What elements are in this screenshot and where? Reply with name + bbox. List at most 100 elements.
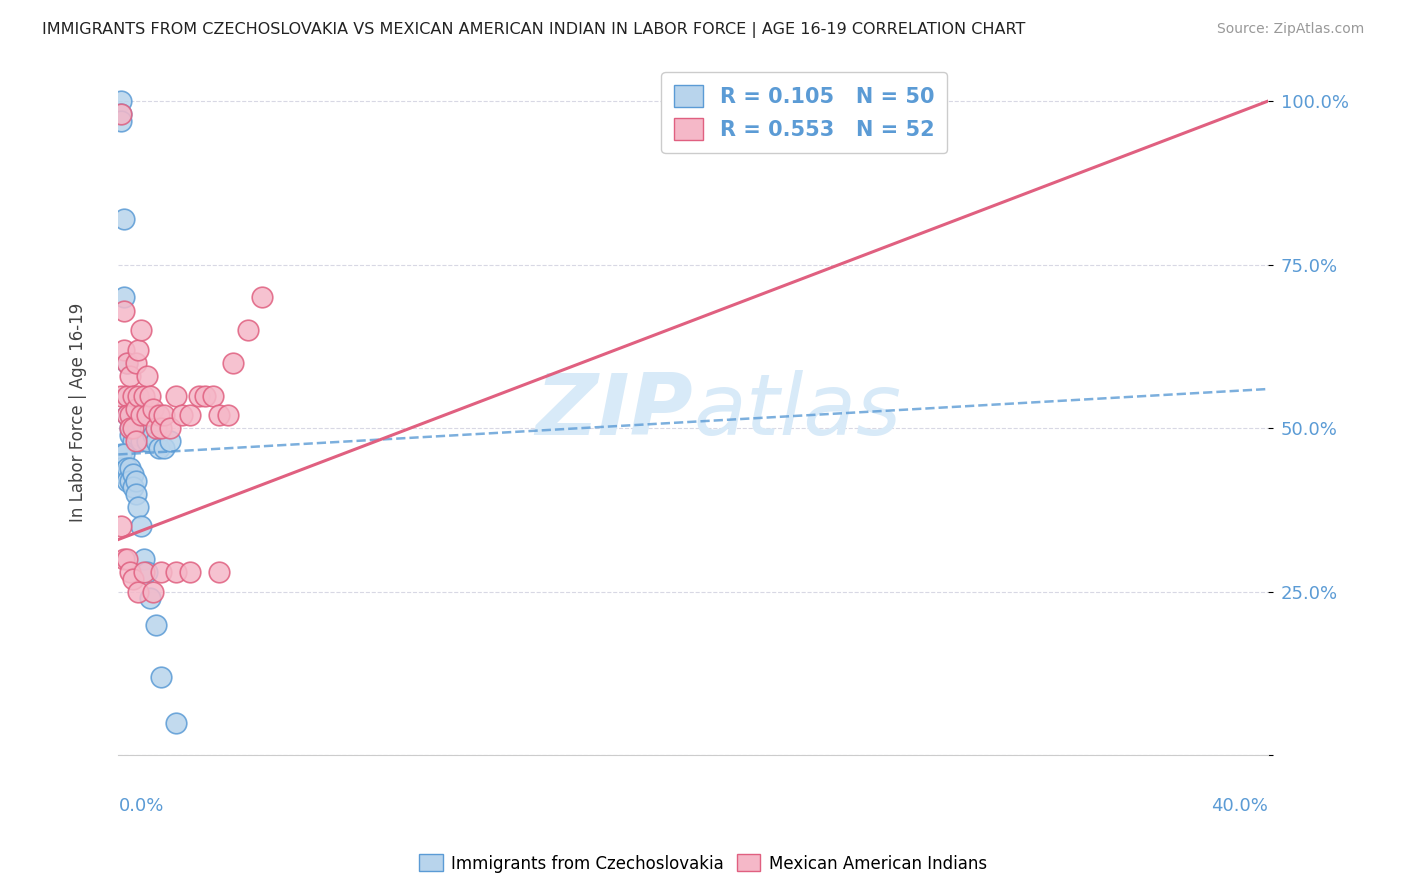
Point (112, 303, 135, 318)
Point (118, 421, 141, 435)
Point (112, 467, 135, 481)
Point (165, 388, 187, 402)
Point (127, 343, 149, 357)
Point (131, 408, 153, 422)
Point (217, 408, 239, 422)
Point (148, 408, 170, 422)
Point (222, 356, 245, 370)
Point (136, 565, 159, 579)
Point (118, 421, 141, 435)
Text: Source: ZipAtlas.com: Source: ZipAtlas.com (1216, 22, 1364, 37)
Point (110, 94, 132, 108)
Point (134, 552, 156, 566)
Point (202, 388, 225, 402)
Point (127, 401, 149, 416)
Point (193, 388, 215, 402)
Text: IMMIGRANTS FROM CZECHOSLOVAKIA VS MEXICAN AMERICAN INDIAN IN LABOR FORCE | AGE 1: IMMIGRANTS FROM CZECHOSLOVAKIA VS MEXICA… (42, 22, 1025, 38)
Point (131, 519, 153, 533)
Point (142, 401, 165, 416)
Point (112, 290, 135, 304)
Point (121, 421, 143, 435)
Point (150, 670, 173, 684)
Point (118, 427, 141, 442)
Point (121, 467, 143, 481)
Point (124, 427, 146, 442)
Point (165, 715, 187, 730)
Point (121, 421, 143, 435)
Point (136, 415, 159, 429)
Text: 40.0%: 40.0% (1211, 797, 1268, 814)
Point (115, 552, 138, 566)
Point (115, 474, 138, 488)
Point (139, 591, 162, 606)
Point (136, 408, 159, 422)
Point (136, 368, 159, 383)
Text: 0.0%: 0.0% (118, 797, 163, 814)
Point (124, 474, 146, 488)
Point (145, 617, 167, 632)
Point (139, 421, 162, 435)
Point (127, 584, 149, 599)
Legend: R = 0.105   N = 50, R = 0.553   N = 52: R = 0.105 N = 50, R = 0.553 N = 52 (661, 72, 946, 153)
Point (131, 415, 153, 429)
Point (118, 474, 141, 488)
Point (121, 480, 143, 494)
Point (179, 408, 201, 422)
Point (115, 388, 138, 402)
Point (118, 368, 141, 383)
Point (134, 388, 156, 402)
Point (124, 486, 146, 500)
Point (187, 388, 209, 402)
Point (110, 113, 132, 128)
Point (127, 388, 149, 402)
Point (118, 565, 141, 579)
Point (142, 427, 165, 442)
Point (124, 356, 146, 370)
Point (110, 447, 132, 461)
Point (115, 408, 138, 422)
Point (124, 434, 146, 449)
Point (142, 584, 165, 599)
Point (118, 408, 141, 422)
Text: atlas: atlas (693, 370, 901, 453)
Point (110, 107, 132, 121)
Point (136, 434, 159, 449)
Point (124, 415, 146, 429)
Point (134, 565, 156, 579)
Point (121, 388, 143, 402)
Point (134, 421, 156, 435)
Point (145, 434, 167, 449)
Point (165, 565, 187, 579)
Point (118, 460, 141, 475)
Point (208, 408, 231, 422)
Point (131, 434, 153, 449)
Point (250, 290, 273, 304)
Text: In Labor Force | Age 16-19: In Labor Force | Age 16-19 (69, 302, 87, 522)
Point (208, 565, 231, 579)
Point (121, 415, 143, 429)
Point (124, 401, 146, 416)
Point (115, 460, 138, 475)
Point (150, 421, 173, 435)
Point (115, 388, 138, 402)
Point (150, 565, 173, 579)
Point (153, 408, 176, 422)
Point (159, 421, 181, 435)
Point (121, 572, 143, 586)
Point (121, 434, 143, 449)
Point (127, 421, 149, 435)
Legend: Immigrants from Czechoslovakia, Mexican American Indians: Immigrants from Czechoslovakia, Mexican … (412, 847, 994, 880)
Point (115, 356, 138, 370)
Point (131, 323, 153, 337)
Point (110, 388, 132, 402)
Point (148, 441, 170, 455)
Point (112, 447, 135, 461)
Point (159, 434, 181, 449)
Point (179, 565, 201, 579)
Point (145, 421, 167, 435)
Point (236, 323, 259, 337)
Point (127, 500, 149, 514)
Point (112, 343, 135, 357)
Point (139, 388, 162, 402)
Text: ZIP: ZIP (536, 370, 693, 453)
